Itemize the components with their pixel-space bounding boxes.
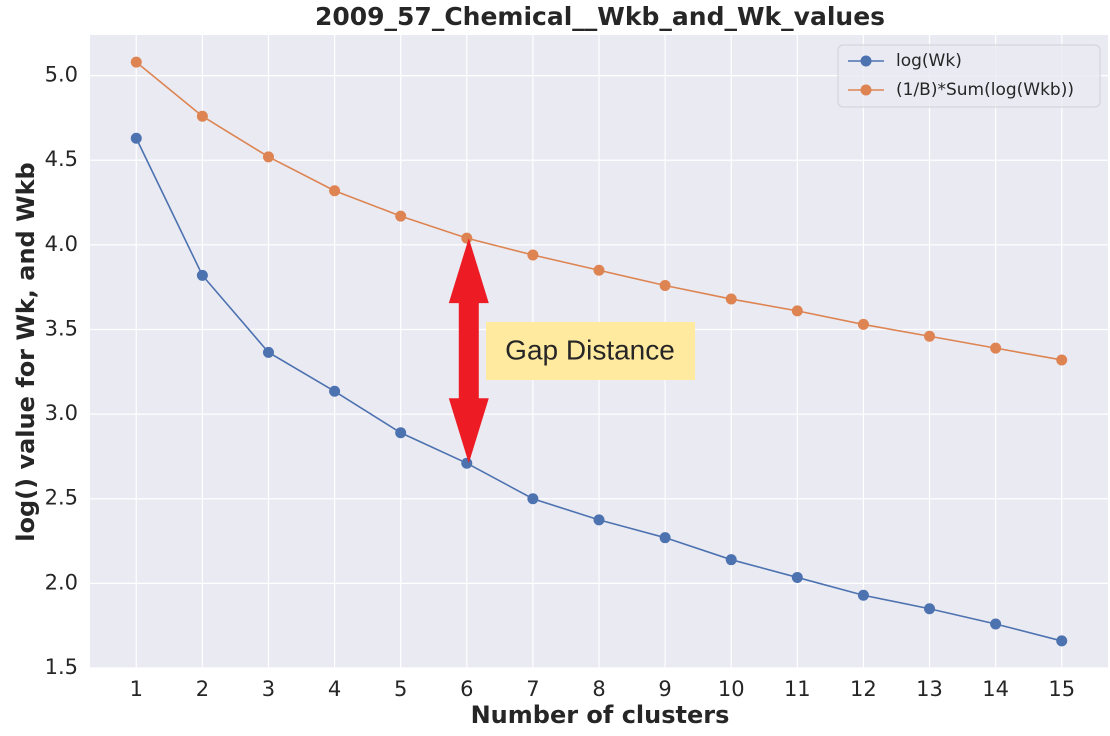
- y-tick-label: 2.0: [45, 570, 78, 594]
- point: [857, 318, 869, 330]
- point: [461, 232, 473, 244]
- point: [527, 249, 539, 261]
- point: [395, 210, 407, 222]
- point: [1056, 354, 1068, 366]
- point: [130, 56, 142, 68]
- y-tick-label: 4.0: [45, 232, 78, 256]
- x-tick-label: 8: [592, 677, 605, 701]
- point: [461, 457, 473, 469]
- point: [857, 589, 869, 601]
- y-tick-label: 2.5: [45, 486, 78, 510]
- x-tick-label: 12: [850, 677, 877, 701]
- point: [659, 279, 671, 291]
- annotation-box: [486, 322, 695, 380]
- point: [196, 110, 208, 122]
- point: [990, 342, 1002, 354]
- x-tick-label: 15: [1048, 677, 1075, 701]
- point: [329, 185, 341, 197]
- legend-box: [837, 44, 1101, 108]
- x-tick-label: 13: [916, 677, 943, 701]
- point: [725, 554, 737, 566]
- point: [990, 618, 1002, 630]
- annotation: Gap Distance: [505, 334, 675, 365]
- x-axis-label: Number of clusters: [471, 701, 730, 729]
- x-tick-label: 9: [658, 677, 671, 701]
- point: [725, 293, 737, 305]
- x-tick-label: 2: [196, 677, 209, 701]
- legend-marker: [860, 55, 872, 67]
- point: [924, 330, 936, 342]
- x-tick-label: 5: [394, 677, 407, 701]
- point: [130, 132, 142, 144]
- x-tick-label: 3: [262, 677, 275, 701]
- point: [659, 532, 671, 544]
- y-tick-label: 1.5: [45, 655, 78, 679]
- y-axis-label: log() value for Wk, and Wkb: [12, 162, 40, 541]
- x-tick-label: 10: [718, 677, 745, 701]
- point: [593, 264, 605, 276]
- x-tick-label: 14: [982, 677, 1009, 701]
- point: [593, 514, 605, 526]
- gap-arrow: [448, 238, 489, 464]
- x-tick-label: 11: [784, 677, 811, 701]
- point: [791, 305, 803, 317]
- x-tick-label: 7: [526, 677, 539, 701]
- point: [262, 346, 274, 358]
- point: [262, 151, 274, 163]
- x-tick-label: 1: [130, 677, 143, 701]
- legend-label: log(Wk): [896, 51, 962, 71]
- y-tick-label: 4.5: [45, 147, 78, 171]
- y-tick-label: 5.0: [45, 63, 78, 87]
- point: [1056, 635, 1068, 647]
- point: [527, 493, 539, 505]
- point: [395, 427, 407, 439]
- x-tick-label: 4: [328, 677, 341, 701]
- x-tick-label: 6: [460, 677, 473, 701]
- y-tick-label: 3.5: [45, 316, 78, 340]
- legend-label: (1/B)*Sum(log(Wkb)): [896, 80, 1074, 100]
- point: [329, 385, 341, 397]
- chart-title: 2009_57_Chemical__Wkb_and_Wk_values: [315, 2, 885, 31]
- point: [924, 603, 936, 615]
- legend-marker: [860, 84, 872, 96]
- point: [791, 571, 803, 583]
- point: [196, 269, 208, 281]
- y-tick-label: 3.0: [45, 401, 78, 425]
